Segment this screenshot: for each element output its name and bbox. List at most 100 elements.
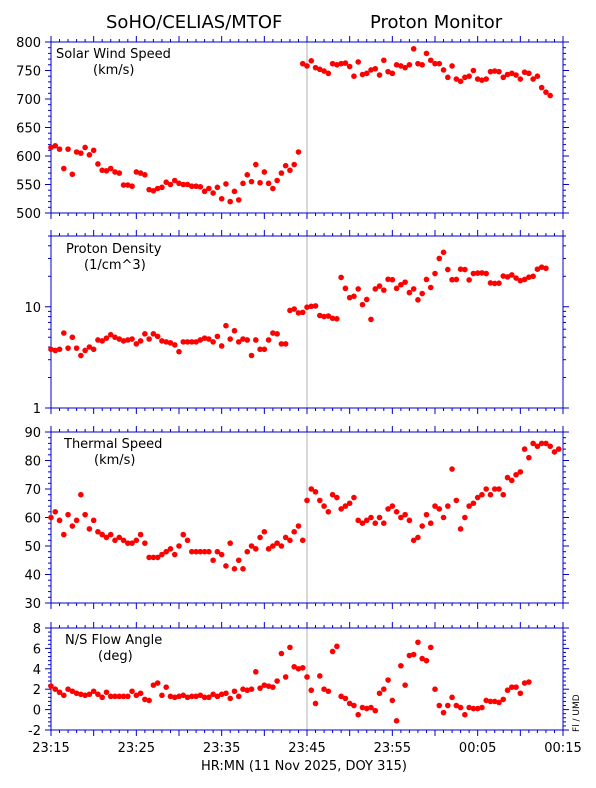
- data-point: [517, 690, 524, 697]
- data-point: [133, 169, 140, 175]
- data-point: [462, 266, 468, 273]
- y-tick-label: 8: [33, 622, 41, 637]
- data-point: [56, 346, 63, 353]
- data-point: [381, 686, 387, 692]
- data-point: [150, 331, 157, 337]
- data-point: [385, 68, 391, 75]
- data-point: [299, 664, 306, 671]
- data-point: [304, 304, 310, 311]
- data-point: [329, 315, 336, 322]
- data-point: [52, 509, 59, 515]
- data-point: [99, 531, 105, 538]
- data-point: [278, 650, 285, 657]
- data-point: [248, 352, 255, 359]
- data-point: [372, 707, 379, 714]
- data-point: [201, 548, 208, 555]
- y-tick-label: 800: [16, 36, 41, 51]
- header-left-title: SoHO/CELIAS/MTOF: [106, 12, 283, 33]
- data-point: [410, 537, 417, 544]
- data-point: [291, 528, 298, 535]
- data-point: [116, 693, 123, 700]
- data-point: [304, 63, 310, 69]
- data-point: [86, 152, 93, 158]
- data-point: [513, 275, 519, 281]
- data-point: [312, 303, 319, 309]
- y-tick-label: 90: [24, 426, 41, 441]
- data-point: [453, 276, 460, 283]
- data-point: [129, 183, 135, 190]
- data-point: [180, 692, 187, 699]
- data-point: [137, 338, 144, 344]
- data-point: [334, 494, 340, 501]
- data-point: [500, 696, 507, 703]
- data-point: [521, 680, 528, 686]
- data-point: [218, 343, 225, 349]
- data-point: [483, 486, 490, 492]
- data-point: [133, 341, 140, 347]
- data-point: [462, 711, 468, 718]
- data-point: [112, 169, 118, 175]
- data-point: [521, 276, 528, 283]
- data-point: [530, 440, 536, 447]
- panel-title: Solar Wind Speed: [56, 47, 171, 62]
- data-point: [517, 76, 524, 82]
- data-point: [325, 70, 332, 77]
- data-point: [500, 491, 507, 498]
- data-point: [295, 666, 302, 672]
- data-point: [325, 313, 332, 319]
- data-point: [69, 688, 76, 695]
- data-point: [317, 673, 323, 679]
- y-tick-label: 2: [33, 683, 41, 698]
- data-point: [389, 70, 396, 77]
- data-point: [48, 683, 54, 689]
- data-point: [99, 694, 105, 701]
- data-point: [86, 691, 93, 698]
- data-point: [137, 170, 144, 176]
- data-point: [530, 273, 536, 280]
- data-point: [78, 691, 84, 698]
- data-point: [78, 491, 84, 498]
- data-point: [449, 694, 455, 701]
- data-point: [270, 684, 276, 690]
- data-point: [197, 548, 204, 555]
- y-tick-label: -2: [28, 724, 41, 739]
- data-point: [363, 70, 370, 77]
- data-point: [462, 74, 468, 81]
- data-point: [351, 494, 357, 501]
- data-point: [427, 57, 434, 64]
- x-axis-label: HR:MN (11 Nov 2025, DOY 315): [201, 759, 407, 774]
- data-point: [427, 520, 434, 526]
- data-point: [389, 697, 396, 704]
- data-point: [150, 187, 157, 194]
- data-point: [513, 72, 519, 78]
- y-tick-label: 6: [33, 642, 41, 657]
- data-point: [257, 346, 263, 353]
- data-point: [210, 691, 216, 698]
- data-point: [359, 71, 366, 78]
- data-point: [342, 60, 349, 66]
- data-point: [432, 270, 438, 277]
- data-point: [543, 265, 549, 272]
- data-point: [453, 497, 460, 504]
- data-point: [120, 693, 127, 700]
- data-point: [61, 531, 67, 538]
- data-point: [146, 186, 152, 193]
- data-point: [56, 517, 63, 524]
- data-point: [402, 511, 408, 518]
- data-point: [295, 523, 302, 529]
- data-point: [248, 543, 255, 549]
- data-point: [82, 511, 88, 518]
- data-point: [389, 503, 396, 509]
- data-point: [457, 78, 464, 85]
- data-point: [253, 161, 259, 168]
- data-point: [154, 680, 161, 686]
- data-point: [197, 337, 204, 343]
- data-point: [261, 682, 268, 688]
- data-point: [538, 264, 545, 270]
- data-point: [133, 692, 140, 699]
- data-point: [479, 491, 485, 498]
- data-point: [125, 540, 131, 546]
- data-point: [282, 674, 289, 680]
- data-point: [282, 162, 289, 169]
- data-point: [48, 346, 54, 353]
